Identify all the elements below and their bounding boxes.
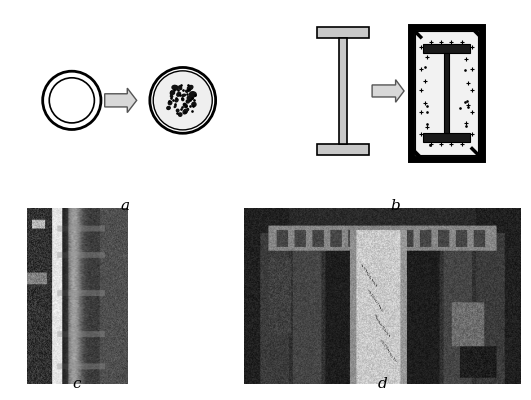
Ellipse shape	[187, 108, 189, 110]
Ellipse shape	[187, 88, 190, 91]
Bar	[443, 53, 449, 133]
Text: d: d	[378, 377, 387, 391]
Ellipse shape	[176, 109, 179, 112]
Circle shape	[150, 68, 216, 133]
Ellipse shape	[170, 95, 173, 97]
Text: b: b	[391, 199, 400, 213]
Ellipse shape	[170, 91, 173, 95]
Ellipse shape	[183, 103, 187, 108]
Ellipse shape	[182, 94, 185, 96]
Ellipse shape	[174, 106, 176, 108]
Ellipse shape	[183, 109, 187, 114]
Ellipse shape	[186, 90, 188, 92]
Text: c: c	[73, 377, 81, 391]
Ellipse shape	[168, 101, 172, 105]
Ellipse shape	[172, 85, 178, 90]
Ellipse shape	[179, 86, 182, 90]
Circle shape	[153, 71, 212, 130]
Polygon shape	[105, 88, 136, 112]
Ellipse shape	[175, 99, 178, 102]
Ellipse shape	[178, 113, 182, 116]
Text: a: a	[120, 199, 130, 213]
Bar	[316, 144, 369, 155]
Bar	[410, 27, 482, 159]
Ellipse shape	[167, 106, 170, 110]
Polygon shape	[372, 80, 404, 102]
Bar	[316, 27, 369, 38]
Ellipse shape	[190, 92, 196, 97]
Bar	[423, 133, 470, 142]
Ellipse shape	[182, 98, 184, 101]
Ellipse shape	[186, 100, 190, 103]
Ellipse shape	[188, 86, 193, 90]
Bar	[339, 38, 347, 144]
Ellipse shape	[170, 91, 175, 94]
Ellipse shape	[187, 96, 193, 100]
Ellipse shape	[177, 92, 181, 96]
Ellipse shape	[192, 102, 196, 106]
Bar	[423, 44, 470, 53]
Bar	[415, 31, 478, 154]
